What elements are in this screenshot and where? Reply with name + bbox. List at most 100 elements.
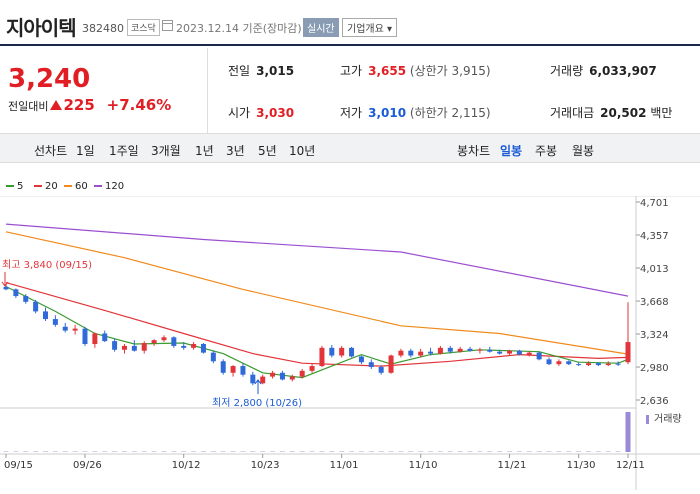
candle-body: [92, 333, 98, 345]
volume-legend-label: 거래량: [654, 413, 682, 425]
volume-bar: [260, 451, 266, 452]
candle-body: [388, 355, 394, 373]
period-1d[interactable]: 1일: [76, 144, 95, 158]
company-info-dropdown[interactable]: 기업개요 ▾: [342, 18, 397, 37]
volume-bar: [378, 451, 384, 452]
volume-bar: [289, 451, 295, 452]
volume-bar: [477, 451, 483, 452]
candle-body: [605, 363, 611, 366]
candle-body: [516, 350, 522, 355]
legend-ma20: 20: [34, 181, 58, 192]
x-tick-label: 10/23: [251, 460, 280, 471]
volume-bar: [467, 451, 473, 452]
stat-amount-unit: 백만: [650, 106, 673, 120]
x-tick-label: 11/01: [330, 460, 359, 471]
x-tick-label: 11/21: [498, 460, 527, 471]
candle-body: [447, 347, 453, 352]
candle-body: [358, 356, 364, 363]
volume-bar: [339, 451, 345, 452]
stat-upper-limit: (상한가 3,915): [409, 64, 491, 78]
candle-body: [566, 361, 572, 365]
price-change-pct: +7.46%: [106, 96, 172, 114]
period-1y[interactable]: 1년: [195, 144, 214, 158]
volume-bar: [23, 451, 29, 452]
candle-chart-tab[interactable]: 봉차트: [457, 144, 491, 158]
volume-bar: [230, 451, 236, 452]
candle-body: [260, 376, 266, 384]
period-5y[interactable]: 5년: [258, 144, 277, 158]
max-annotation: 최고 3,840 (09/15): [2, 259, 92, 271]
candle-monthly[interactable]: 월봉: [572, 144, 595, 158]
candle-body: [378, 367, 384, 373]
candle-body: [141, 343, 147, 351]
volume-bar: [270, 451, 276, 452]
price-panel: 3,240 전일대비 225 +7.46%: [0, 48, 205, 133]
volume-bar: [388, 451, 394, 452]
legend-ma120: 120: [94, 181, 124, 192]
candle-body: [546, 359, 552, 365]
volume-bar: [605, 451, 611, 452]
candle-body: [131, 345, 137, 351]
stat-prev: 전일 3,015: [228, 62, 294, 79]
up-arrow-icon: [50, 100, 63, 110]
stat-high-value: 3,655: [368, 64, 407, 78]
period-10y[interactable]: 10년: [289, 144, 316, 158]
candle-body: [62, 326, 68, 331]
volume-bar: [507, 451, 513, 452]
candlestick-chart[interactable]: 4,701 4,357 4,013 3,668 3,324 2,980 2,636 거래량 최고…: [0, 195, 700, 490]
price-chart[interactable]: 4,701 4,357 4,013 3,668 3,324 2,980 2,636 거래량 최고…: [0, 195, 700, 494]
volume-bar: [52, 451, 58, 452]
period-3m[interactable]: 3개월: [151, 144, 181, 158]
period-1w[interactable]: 1주일: [109, 144, 139, 158]
candle-body: [428, 351, 434, 354]
volume-bar: [447, 451, 453, 452]
volume-bar: [319, 451, 325, 452]
candle-body: [329, 347, 335, 356]
stat-volume-label: 거래량: [550, 64, 584, 78]
line-chart-tab[interactable]: 선차트: [34, 144, 68, 158]
realtime-button[interactable]: 실시간: [303, 18, 339, 37]
volume-bar: [358, 451, 364, 452]
volume-bar: [299, 451, 305, 452]
candle-weekly[interactable]: 주봉: [535, 144, 558, 158]
candle-body: [625, 342, 631, 363]
stat-prev-value: 3,015: [256, 64, 295, 78]
candle-body: [33, 301, 39, 312]
candle-body: [191, 344, 197, 348]
volume-bar: [437, 451, 443, 452]
volume-bar: [82, 451, 88, 452]
price-change-line: 전일대비 225 +7.46%: [8, 96, 171, 114]
stock-header: 지아이텍 382480 코스닥 2023.12.14 기준(장마감) 실시간 기…: [0, 0, 700, 46]
candle-body: [437, 347, 443, 354]
ma120-line: [5, 223, 629, 297]
y-tick-label: 2,980: [640, 363, 669, 374]
period-3y[interactable]: 3년: [226, 144, 245, 158]
volume-bar: [151, 451, 157, 452]
candle-body: [457, 348, 463, 352]
stat-open: 시가 3,030: [228, 104, 294, 121]
volume-bar: [141, 451, 147, 452]
y-tick-label: 4,013: [640, 264, 669, 275]
volume-bar: [516, 451, 522, 452]
current-price: 3,240: [8, 64, 91, 94]
volume-bar: [398, 451, 404, 452]
candle-body: [230, 366, 236, 373]
volume-bar: [418, 451, 424, 452]
candle-body: [477, 349, 483, 351]
x-tick-label: 12/11: [616, 460, 645, 471]
volume-bar: [62, 451, 68, 452]
change-label: 전일대비: [8, 100, 49, 113]
candle-body: [151, 340, 157, 344]
candle-body: [339, 347, 345, 356]
candle-body: [418, 351, 424, 356]
x-tick-label: 11/30: [567, 460, 596, 471]
volume-bar: [625, 412, 631, 452]
calendar-icon: [162, 20, 173, 31]
volume-bar: [408, 451, 414, 452]
candle-body: [497, 351, 503, 354]
candle-body: [595, 363, 601, 366]
candle-daily[interactable]: 일봉: [500, 144, 523, 158]
stock-name: 지아이텍: [6, 16, 77, 40]
candle-body: [181, 345, 187, 348]
volume-bar: [72, 451, 78, 452]
